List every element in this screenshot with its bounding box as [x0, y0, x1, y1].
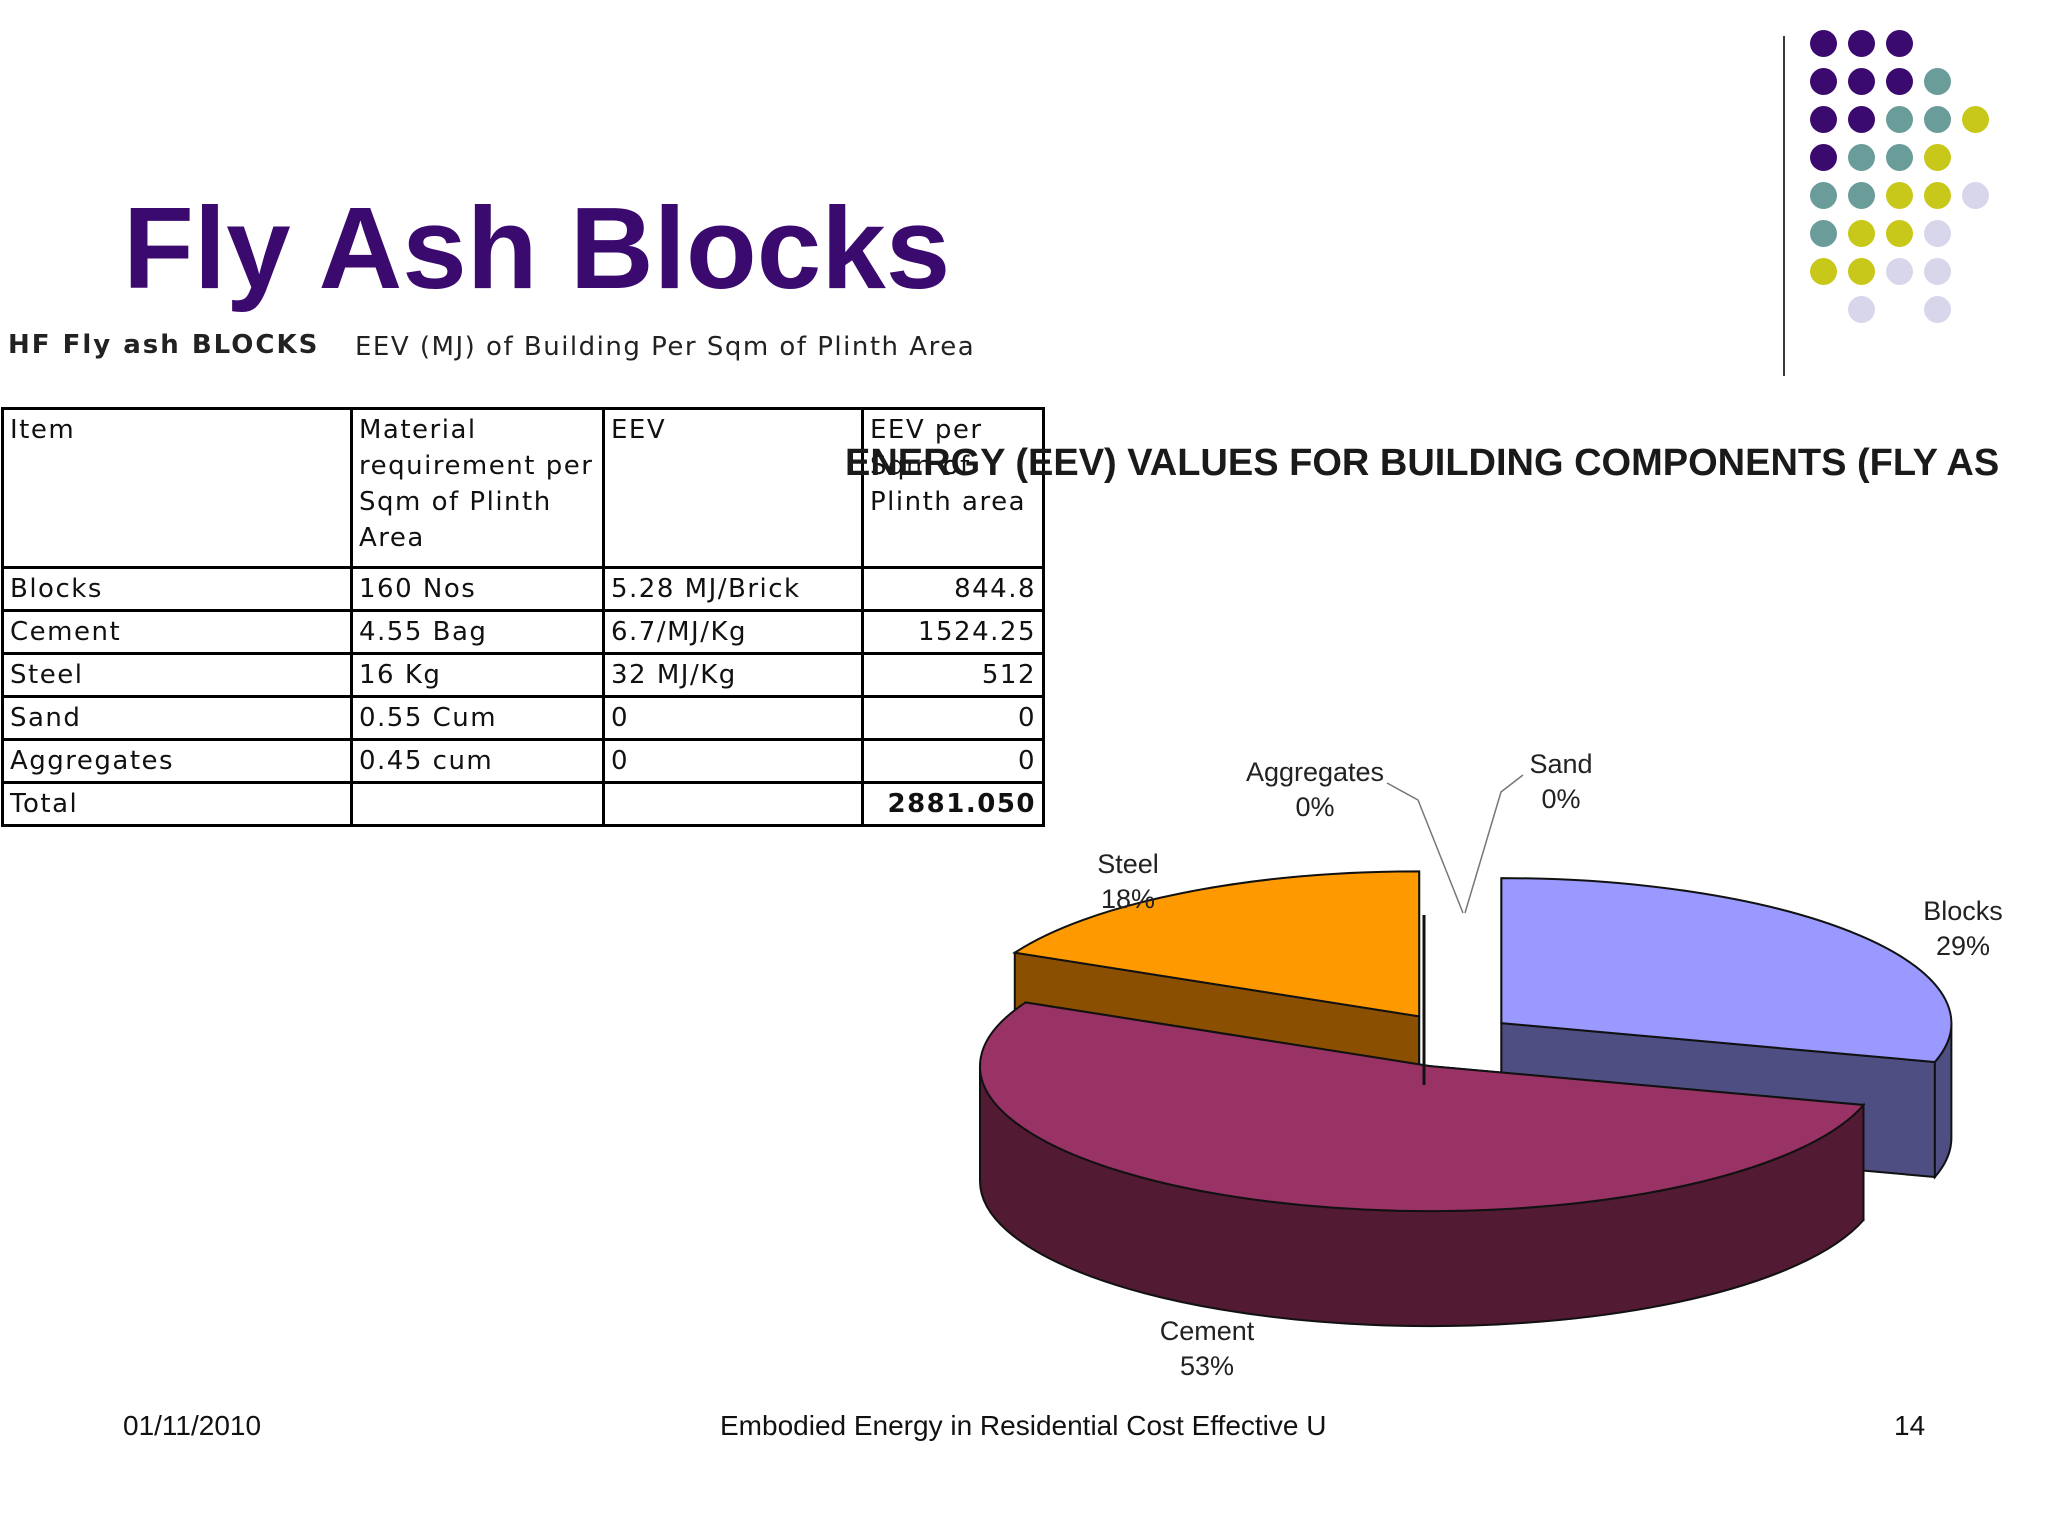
cell-material: 16 Kg — [350, 652, 605, 698]
cell-material: 4.55 Bag — [350, 609, 605, 655]
cell-eev: 32 MJ/Kg — [602, 652, 864, 698]
decorative-dot — [1886, 106, 1913, 133]
cell-eev: 0 — [602, 695, 864, 741]
decorative-dot — [1924, 182, 1951, 209]
decorative-dot — [1886, 68, 1913, 95]
slice-label-aggregates: Aggregates — [1246, 757, 1384, 787]
slice-cement — [979, 1001, 1866, 1213]
decorative-dot — [1848, 258, 1875, 285]
decorative-dot — [1886, 30, 1913, 57]
decorative-dot — [1810, 106, 1837, 133]
decorative-dot — [1924, 68, 1951, 95]
leader-line-aggregates — [1386, 782, 1464, 914]
decorative-dot — [1848, 220, 1875, 247]
cell-material — [350, 781, 605, 827]
decorative-dot — [1924, 220, 1951, 247]
decorative-dot — [1810, 258, 1837, 285]
slice-blocks — [1500, 877, 1953, 1064]
decorative-dot — [1810, 182, 1837, 209]
slice-percent-blocks: 29% — [1936, 931, 1990, 961]
cell-eev-per-sqm: 844.8 — [861, 566, 1045, 612]
slide-title: Fly Ash Blocks — [123, 183, 951, 313]
cell-item: Blocks — [1, 566, 353, 612]
header-material: Material requirement per Sqm of Plinth A… — [350, 407, 605, 569]
decorative-dot — [1810, 68, 1837, 95]
decorative-dot — [1886, 258, 1913, 285]
decorative-dot — [1886, 182, 1913, 209]
divider-line — [1783, 36, 1785, 376]
cell-eev: 0 — [602, 738, 864, 784]
footer-date: 01/11/2010 — [123, 1410, 262, 1441]
cell-item: Cement — [1, 609, 353, 655]
table-caption: HF Fly ash BLOCKS — [8, 330, 320, 360]
decorative-dot — [1848, 182, 1875, 209]
decorative-dot — [1962, 106, 1989, 133]
eev-table: Item Material requirement per Sqm of Pli… — [1, 407, 1045, 827]
page-number: 14 — [1894, 1410, 1926, 1441]
cell-material: 160 Nos — [350, 566, 605, 612]
cell-eev: 6.7/MJ/Kg — [602, 609, 864, 655]
slice-label-steel: Steel — [1097, 849, 1159, 879]
cell-material: 0.45 cum — [350, 738, 605, 784]
cell-eev-per-sqm: 0 — [861, 738, 1045, 784]
cell-total-value: 2881.050 — [861, 781, 1045, 827]
cell-eev-per-sqm: 512 — [861, 652, 1045, 698]
slice-label-cement: Cement — [1160, 1316, 1255, 1346]
decorative-dot — [1810, 30, 1837, 57]
decorative-dot — [1886, 220, 1913, 247]
table-row: Steel 16 Kg 32 MJ/Kg 512 — [1, 652, 1045, 698]
table-row: Blocks 160 Nos 5.28 MJ/Brick 844.8 — [1, 566, 1045, 612]
leader-line-sand — [1464, 774, 1524, 914]
cell-eev-per-sqm: 1524.25 — [861, 609, 1045, 655]
slice-label-blocks: Blocks — [1923, 896, 2003, 926]
slice-percent-cement: 53% — [1180, 1351, 1234, 1381]
cell-item: Sand — [1, 695, 353, 741]
footer-title: Embodied Energy in Residential Cost Effe… — [720, 1410, 1327, 1441]
cell-eev-per-sqm: 0 — [861, 695, 1045, 741]
decorative-dot — [1848, 144, 1875, 171]
slice-label-sand: Sand — [1529, 749, 1592, 779]
chart-title: ENERGY (EEV) VALUES FOR BUILDING COMPONE… — [845, 442, 2000, 484]
decorative-dot — [1924, 144, 1951, 171]
table-subtitle: EEV (MJ) of Building Per Sqm of Plinth A… — [355, 332, 976, 362]
decorative-dot — [1848, 106, 1875, 133]
cell-item: Steel — [1, 652, 353, 698]
table-row: Sand 0.55 Cum 0 0 — [1, 695, 1045, 741]
header-item: Item — [1, 407, 353, 569]
slice-percent-sand: 0% — [1541, 784, 1580, 814]
decorative-dot — [1810, 220, 1837, 247]
slice-steel — [1012, 870, 1421, 1018]
header-eev-per-sqm: EEV per Sqm of Plinth area — [861, 407, 1045, 569]
decorative-dot — [1924, 296, 1951, 323]
cell-item: Aggregates — [1, 738, 353, 784]
table-row: Aggregates 0.45 cum 0 0 — [1, 738, 1045, 784]
decorative-dot — [1848, 296, 1875, 323]
slice-percent-aggregates: 0% — [1295, 792, 1334, 822]
cell-material: 0.55 Cum — [350, 695, 605, 741]
table-row: Cement 4.55 Bag 6.7/MJ/Kg 1524.25 — [1, 609, 1045, 655]
decorative-dot-grid — [1810, 30, 2030, 340]
decorative-dot — [1962, 182, 1989, 209]
slice-percent-steel: 18% — [1101, 884, 1155, 914]
table-header-row: Item Material requirement per Sqm of Pli… — [1, 407, 1045, 569]
decorative-dot — [1848, 30, 1875, 57]
cell-eev: 5.28 MJ/Brick — [602, 566, 864, 612]
cell-item: Total — [1, 781, 353, 827]
decorative-dot — [1848, 68, 1875, 95]
decorative-dot — [1886, 144, 1913, 171]
decorative-dot — [1924, 258, 1951, 285]
header-eev: EEV — [602, 407, 864, 569]
table-total-row: Total 2881.050 — [1, 781, 1045, 827]
decorative-dot — [1924, 106, 1951, 133]
cell-eev — [602, 781, 864, 827]
decorative-dot — [1810, 144, 1837, 171]
